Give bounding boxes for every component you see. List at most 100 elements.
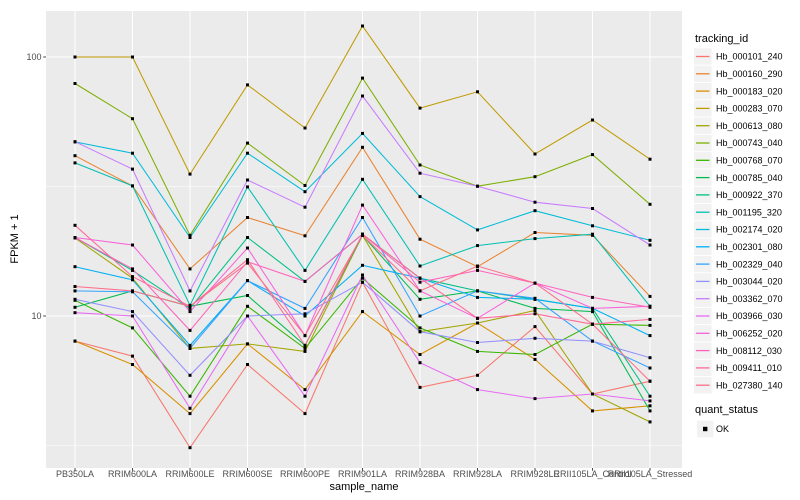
data-point — [73, 223, 77, 227]
data-point — [73, 55, 77, 59]
legend-item-label: Hb_000785_040 — [716, 173, 783, 183]
legend-item: Hb_000101_240 — [694, 48, 783, 65]
data-point — [361, 76, 364, 80]
data-point — [418, 314, 422, 318]
data-point — [476, 289, 479, 293]
data-point — [131, 289, 134, 293]
data-point — [648, 404, 652, 408]
data-point — [476, 184, 479, 188]
data-point — [303, 306, 307, 310]
legend-item-label: Hb_002329_040 — [716, 259, 783, 269]
x-tick-label: RRIM600SE — [222, 469, 272, 479]
data-point — [131, 117, 134, 121]
legend-title-quant-status: quant_status — [695, 404, 758, 416]
legend-item-label: Hb_008112_030 — [716, 346, 782, 356]
data-point — [591, 118, 594, 122]
data-point — [361, 177, 364, 181]
data-point — [476, 268, 479, 272]
data-point — [361, 145, 364, 149]
data-point — [648, 238, 652, 242]
data-point — [131, 363, 134, 366]
data-point — [131, 267, 134, 271]
data-point — [361, 263, 364, 267]
data-point — [303, 126, 307, 130]
data-point — [533, 237, 537, 241]
data-point — [418, 326, 422, 330]
data-point — [533, 353, 537, 356]
legend-item-label: Hb_003044_020 — [716, 277, 783, 287]
data-point — [476, 90, 479, 94]
data-point — [418, 353, 422, 356]
data-point — [476, 341, 479, 344]
data-point — [73, 82, 77, 85]
data-point — [188, 172, 192, 176]
data-point — [648, 420, 652, 424]
data-point — [73, 140, 77, 144]
legend-item: Hb_000183_020 — [694, 82, 783, 100]
data-point — [188, 346, 192, 350]
data-point — [591, 310, 594, 314]
legend-key-square — [703, 426, 708, 432]
data-point — [131, 276, 134, 280]
data-point — [246, 261, 249, 265]
data-point — [246, 151, 249, 155]
data-point — [648, 356, 652, 360]
data-point — [648, 409, 652, 413]
data-point — [303, 349, 307, 353]
data-point — [188, 233, 192, 237]
data-point — [188, 310, 192, 314]
data-point — [303, 279, 307, 283]
data-point — [188, 446, 192, 450]
data-point — [73, 161, 77, 165]
data-point — [476, 244, 479, 248]
data-point — [303, 412, 307, 416]
data-point — [246, 363, 249, 366]
data-point — [361, 280, 364, 284]
y-tick-label: 10 — [31, 311, 41, 321]
data-point — [648, 157, 652, 161]
legend-item: Hb_000283_070 — [694, 100, 783, 117]
legend-item: Hb_008112_030 — [694, 342, 782, 359]
data-point — [591, 306, 594, 310]
data-point — [246, 83, 249, 87]
data-point — [131, 275, 134, 279]
data-point — [131, 314, 134, 318]
data-point — [591, 232, 594, 236]
data-point — [246, 342, 249, 346]
data-point — [188, 373, 192, 377]
data-point — [591, 322, 594, 326]
data-point — [533, 209, 537, 213]
data-point — [476, 316, 479, 320]
data-point — [73, 285, 77, 288]
data-point — [648, 334, 652, 338]
legend-item: Hb_000785_040 — [694, 169, 783, 186]
x-tick-label: PB350LA — [56, 469, 94, 479]
data-point — [476, 264, 479, 268]
data-point — [303, 314, 307, 318]
data-point — [303, 184, 307, 187]
data-point — [246, 314, 249, 318]
data-point — [591, 295, 594, 299]
x-tick-label: RRIM600LA — [108, 469, 157, 479]
legend-item-label: Hb_001195_320 — [716, 207, 782, 217]
data-point — [73, 265, 77, 269]
data-point — [188, 406, 192, 410]
data-point — [418, 361, 422, 365]
data-point — [303, 394, 307, 398]
data-point — [591, 339, 594, 343]
data-point — [533, 397, 537, 401]
data-point — [73, 305, 77, 309]
legend-item: Hb_003362_070 — [694, 290, 783, 307]
legend-item-label: Hb_002301_080 — [716, 242, 783, 252]
data-point — [533, 357, 537, 361]
data-point — [73, 339, 77, 343]
data-point — [246, 178, 249, 182]
data-point — [418, 163, 422, 167]
data-point — [361, 276, 364, 280]
data-point — [591, 153, 594, 157]
data-point — [418, 171, 422, 175]
data-point — [418, 289, 422, 293]
data-point — [188, 267, 192, 271]
data-point — [131, 151, 134, 155]
data-point — [418, 280, 422, 284]
